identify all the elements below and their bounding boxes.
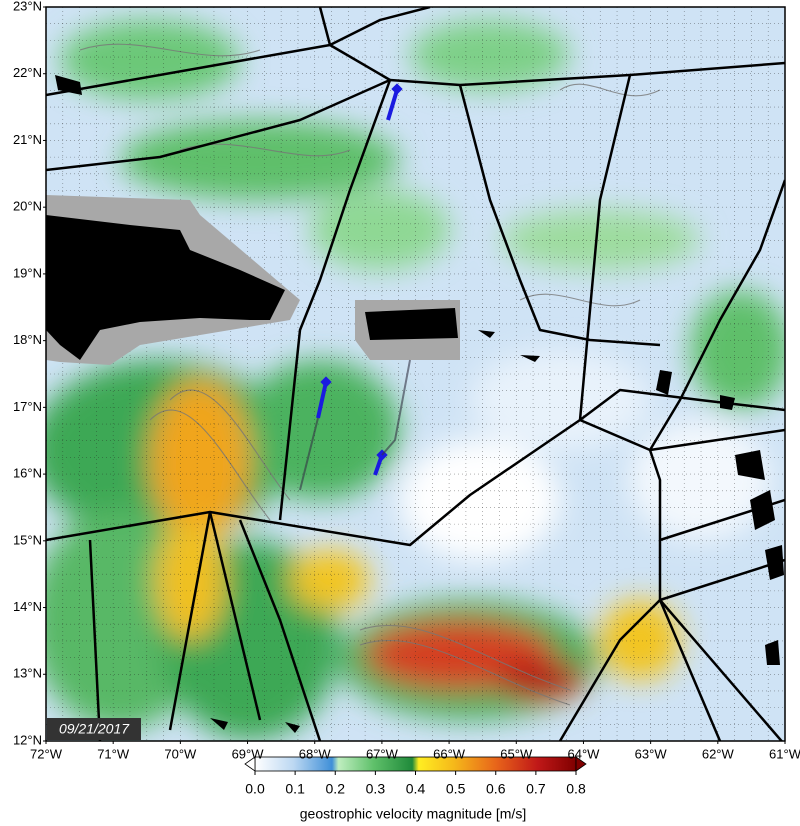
colorbar-tick-label: 0.0 <box>245 781 265 797</box>
velocity-field <box>46 20 785 740</box>
lat-label: 16°N <box>13 466 42 481</box>
lat-label: 18°N <box>13 332 42 347</box>
lat-label: 12°N <box>13 732 42 747</box>
colorbar-tick-label: 0.1 <box>285 781 305 797</box>
colorbar-tick-label: 0.5 <box>446 781 466 797</box>
boundaries <box>46 7 785 741</box>
lat-label: 13°N <box>13 666 42 681</box>
lon-label: 69°W <box>232 746 265 761</box>
colorbar-label: geostrophic velocity magnitude [m/s] <box>300 806 526 822</box>
lat-label: 15°N <box>13 532 42 547</box>
lat-label: 22°N <box>13 65 42 80</box>
colorbar-tick-label: 0.7 <box>526 781 546 797</box>
tracks <box>299 83 411 491</box>
lon-label: 70°W <box>164 746 197 761</box>
colorbar-tick-label: 0.8 <box>566 781 586 797</box>
colorbar-tick-label: 0.6 <box>486 781 506 797</box>
lon-label: 67°W <box>366 746 399 761</box>
colorbar-tick-label: 0.2 <box>326 781 346 797</box>
lon-label: 68°W <box>299 746 332 761</box>
date-label: 09/21/2017 <box>59 721 130 737</box>
lat-label: 21°N <box>13 132 42 147</box>
lon-label: 71°W <box>97 746 130 761</box>
map-area <box>46 7 785 741</box>
lon-label: 61°W <box>769 746 800 761</box>
lon-label: 63°W <box>635 746 668 761</box>
map-frame <box>45 6 786 742</box>
lat-label: 17°N <box>13 399 42 414</box>
date-box <box>47 718 141 740</box>
lon-label: 66°W <box>433 746 466 761</box>
land <box>46 75 784 733</box>
lat-label: 19°N <box>13 265 42 280</box>
streamlines <box>79 43 661 706</box>
lon-label: 72°W <box>30 746 63 761</box>
lon-label: 65°W <box>500 746 533 761</box>
lat-label: 14°N <box>13 599 42 614</box>
lat-label: 23°N <box>13 0 42 13</box>
colorbar-max-cap <box>575 756 587 772</box>
lon-label: 62°W <box>702 746 735 761</box>
colorbar-tick-label: 0.4 <box>406 781 426 797</box>
colorbar-min-cap <box>244 756 256 772</box>
lon-label: 64°W <box>567 746 600 761</box>
lat-label: 20°N <box>13 199 42 214</box>
colorbar-tick-label: 0.3 <box>366 781 386 797</box>
